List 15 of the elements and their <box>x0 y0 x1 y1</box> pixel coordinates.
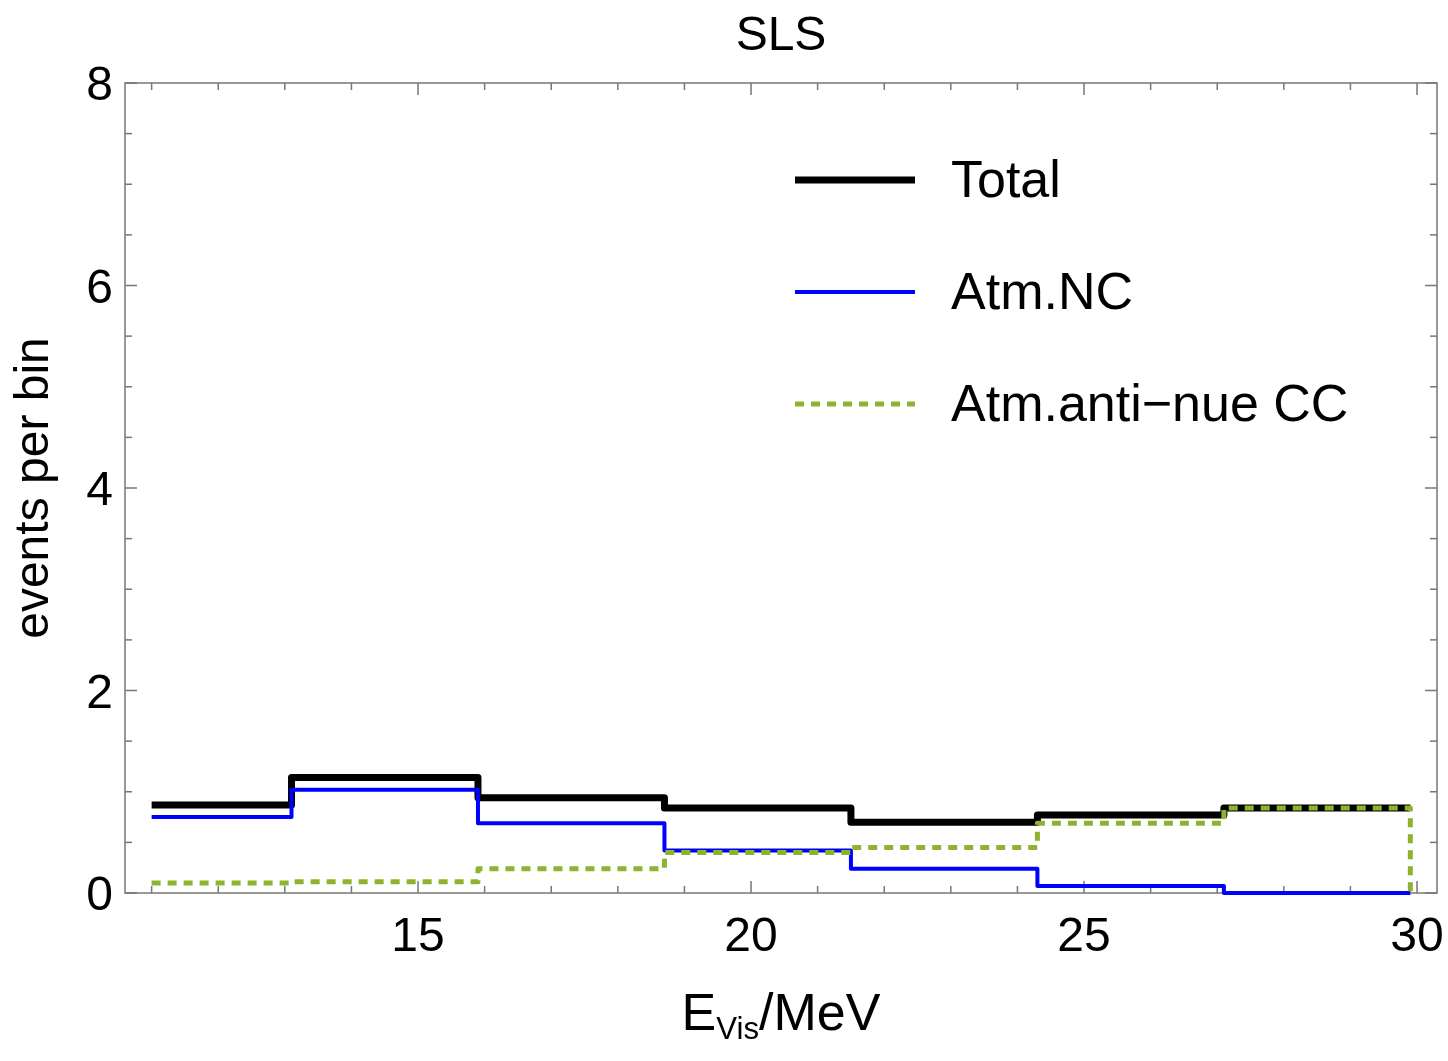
y-tick-label: 6 <box>86 259 113 313</box>
y-tick-label: 0 <box>86 867 113 920</box>
legend-label: Atm.anti−nue CC <box>951 374 1349 432</box>
x-tick-label: 20 <box>724 908 778 961</box>
x-tick-label: 15 <box>391 908 445 961</box>
y-axis-title: events per bin <box>5 337 58 639</box>
y-tick-label: 8 <box>86 57 113 110</box>
legend-label: Total <box>951 150 1061 208</box>
x-tick-label: 30 <box>1390 908 1444 961</box>
chart-title: SLS <box>735 7 827 60</box>
y-tick-label: 4 <box>86 462 113 515</box>
x-axis-title: E$_{Vis}$/MeV <box>681 983 881 1047</box>
x-tick-label: 25 <box>1057 908 1111 961</box>
y-tick-label: 2 <box>86 664 113 718</box>
legend-label: Atm.NC <box>951 262 1133 320</box>
